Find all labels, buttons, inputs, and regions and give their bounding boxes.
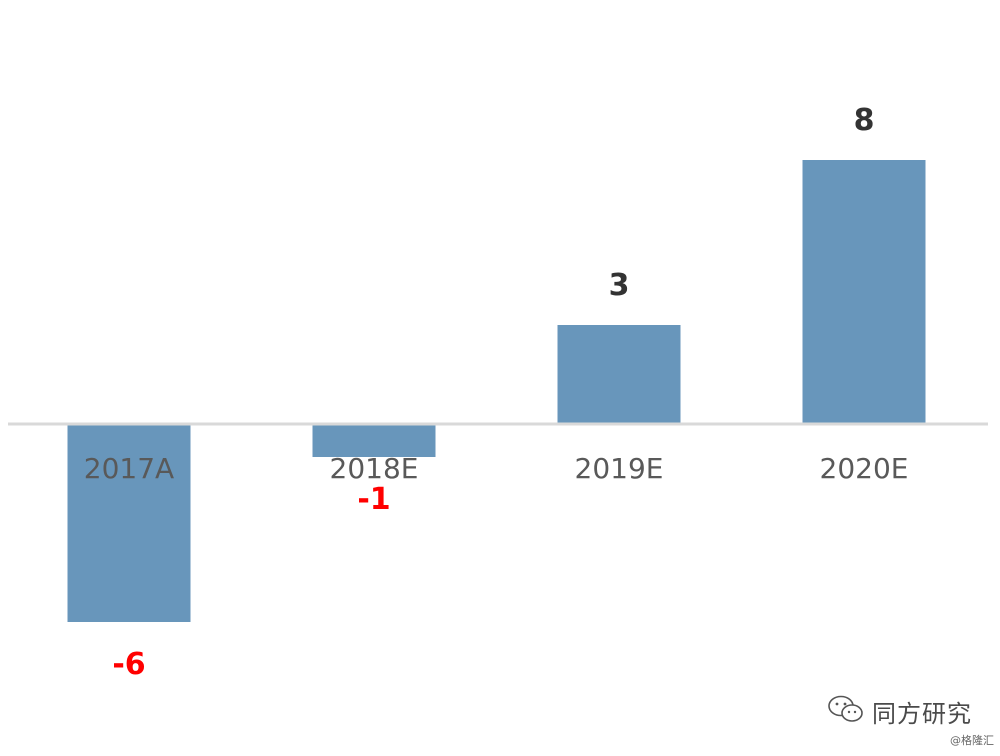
- x-tick-label: 2018E: [330, 452, 419, 485]
- data-label: -6: [112, 647, 145, 682]
- data-labels-layer: -6 -1 3 8: [112, 103, 874, 682]
- wechat-icon: [828, 695, 863, 722]
- bars-layer: [67, 160, 926, 622]
- bar-2019E: [557, 325, 681, 424]
- watermark-brand: 同方研究: [872, 700, 972, 728]
- x-tick-label: 2020E: [820, 452, 909, 485]
- bar-2017A: [67, 424, 191, 622]
- x-tick-label: 2019E: [575, 452, 664, 485]
- bar-2018E: [312, 424, 436, 457]
- data-label: -1: [357, 482, 390, 517]
- x-tick-label: 2017A: [84, 452, 174, 485]
- tick-labels-layer: 2017A 2018E 2019E 2020E: [84, 452, 909, 485]
- data-label: 8: [854, 103, 875, 138]
- watermark-credit: @格隆汇: [950, 734, 994, 747]
- bar-2020E: [802, 160, 926, 424]
- data-label: 3: [609, 268, 630, 303]
